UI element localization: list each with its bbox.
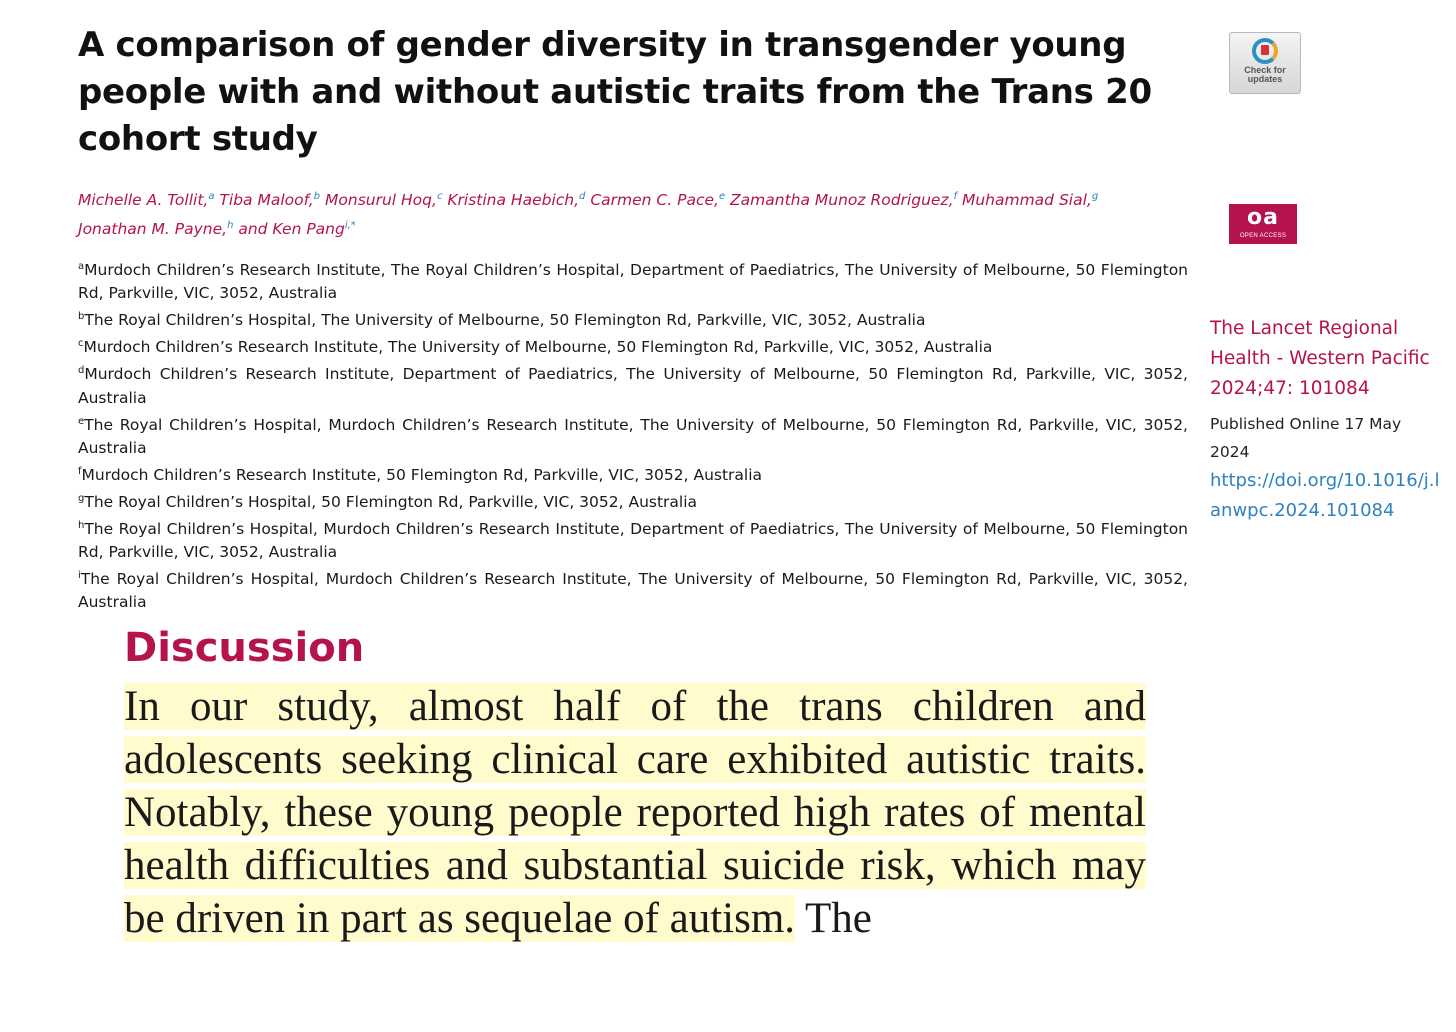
- affiliation: iThe Royal Children’s Hospital, Murdoch …: [78, 570, 1188, 612]
- author[interactable]: Carmen C. Pace,e: [590, 191, 726, 210]
- article-sidebar: The Lancet Regional Health - Western Pac…: [1210, 314, 1442, 526]
- highlighted-text: In our study, almost half of the trans c…: [124, 683, 1146, 942]
- doi-link[interactable]: https://doi.org/10.1016/j.lanwpc.2024.10…: [1210, 470, 1440, 521]
- open-access-badge: oa OPEN ACCESS: [1229, 204, 1297, 244]
- discussion-paragraph: In our study, almost half of the trans c…: [124, 680, 1146, 945]
- affiliation: gThe Royal Children’s Hospital, 50 Flemi…: [78, 492, 698, 512]
- open-access-label: OPEN ACCESS: [1239, 233, 1287, 239]
- open-access-logo: oa: [1247, 205, 1279, 230]
- author[interactable]: Jonathan M. Payne,h: [78, 220, 234, 239]
- author[interactable]: Muhammad Sial,g: [961, 191, 1099, 210]
- author[interactable]: Michelle A. Tollit,a: [78, 191, 215, 210]
- trailing-text: The: [795, 895, 872, 942]
- affiliation: aMurdoch Children’s Research Institute, …: [78, 261, 1188, 303]
- affiliation: bThe Royal Children’s Hospital, The Univ…: [78, 311, 926, 330]
- discussion-heading: Discussion: [124, 625, 365, 671]
- check-for-updates-badge[interactable]: Check for updates: [1229, 32, 1301, 94]
- check-for-updates-line2: updates: [1247, 74, 1283, 84]
- affiliation: cMurdoch Children’s Research Institute, …: [78, 338, 993, 357]
- affiliation: hThe Royal Children’s Hospital, Murdoch …: [78, 520, 1188, 562]
- journal-citation: The Lancet Regional Health - Western Pac…: [1210, 318, 1430, 399]
- affiliation-list: aMurdoch Children’s Research Institute, …: [78, 255, 1188, 614]
- author-list: Michelle A. Tollit,a Tiba Maloof,b Monsu…: [78, 184, 1198, 242]
- author[interactable]: Kristina Haebich,d: [447, 191, 586, 210]
- article-title: A comparison of gender diversity in tran…: [78, 25, 1152, 159]
- published-date: Published Online 17 May 2024: [1210, 415, 1402, 461]
- author[interactable]: Monsurul Hoq,c: [325, 191, 443, 210]
- check-for-updates-line1: Check for: [1244, 65, 1286, 75]
- affiliation: dMurdoch Children’s Research Institute, …: [78, 365, 1188, 407]
- author[interactable]: and Ken Pangi,*: [238, 220, 356, 239]
- affiliation: fMurdoch Children’s Research Institute, …: [78, 465, 763, 484]
- author[interactable]: Zamantha Munoz Rodriguez,f: [730, 191, 958, 210]
- affiliation: eThe Royal Children’s Hospital, Murdoch …: [78, 415, 1188, 457]
- check-for-updates-icon: [1252, 38, 1278, 64]
- author[interactable]: Tiba Maloof,b: [219, 191, 321, 210]
